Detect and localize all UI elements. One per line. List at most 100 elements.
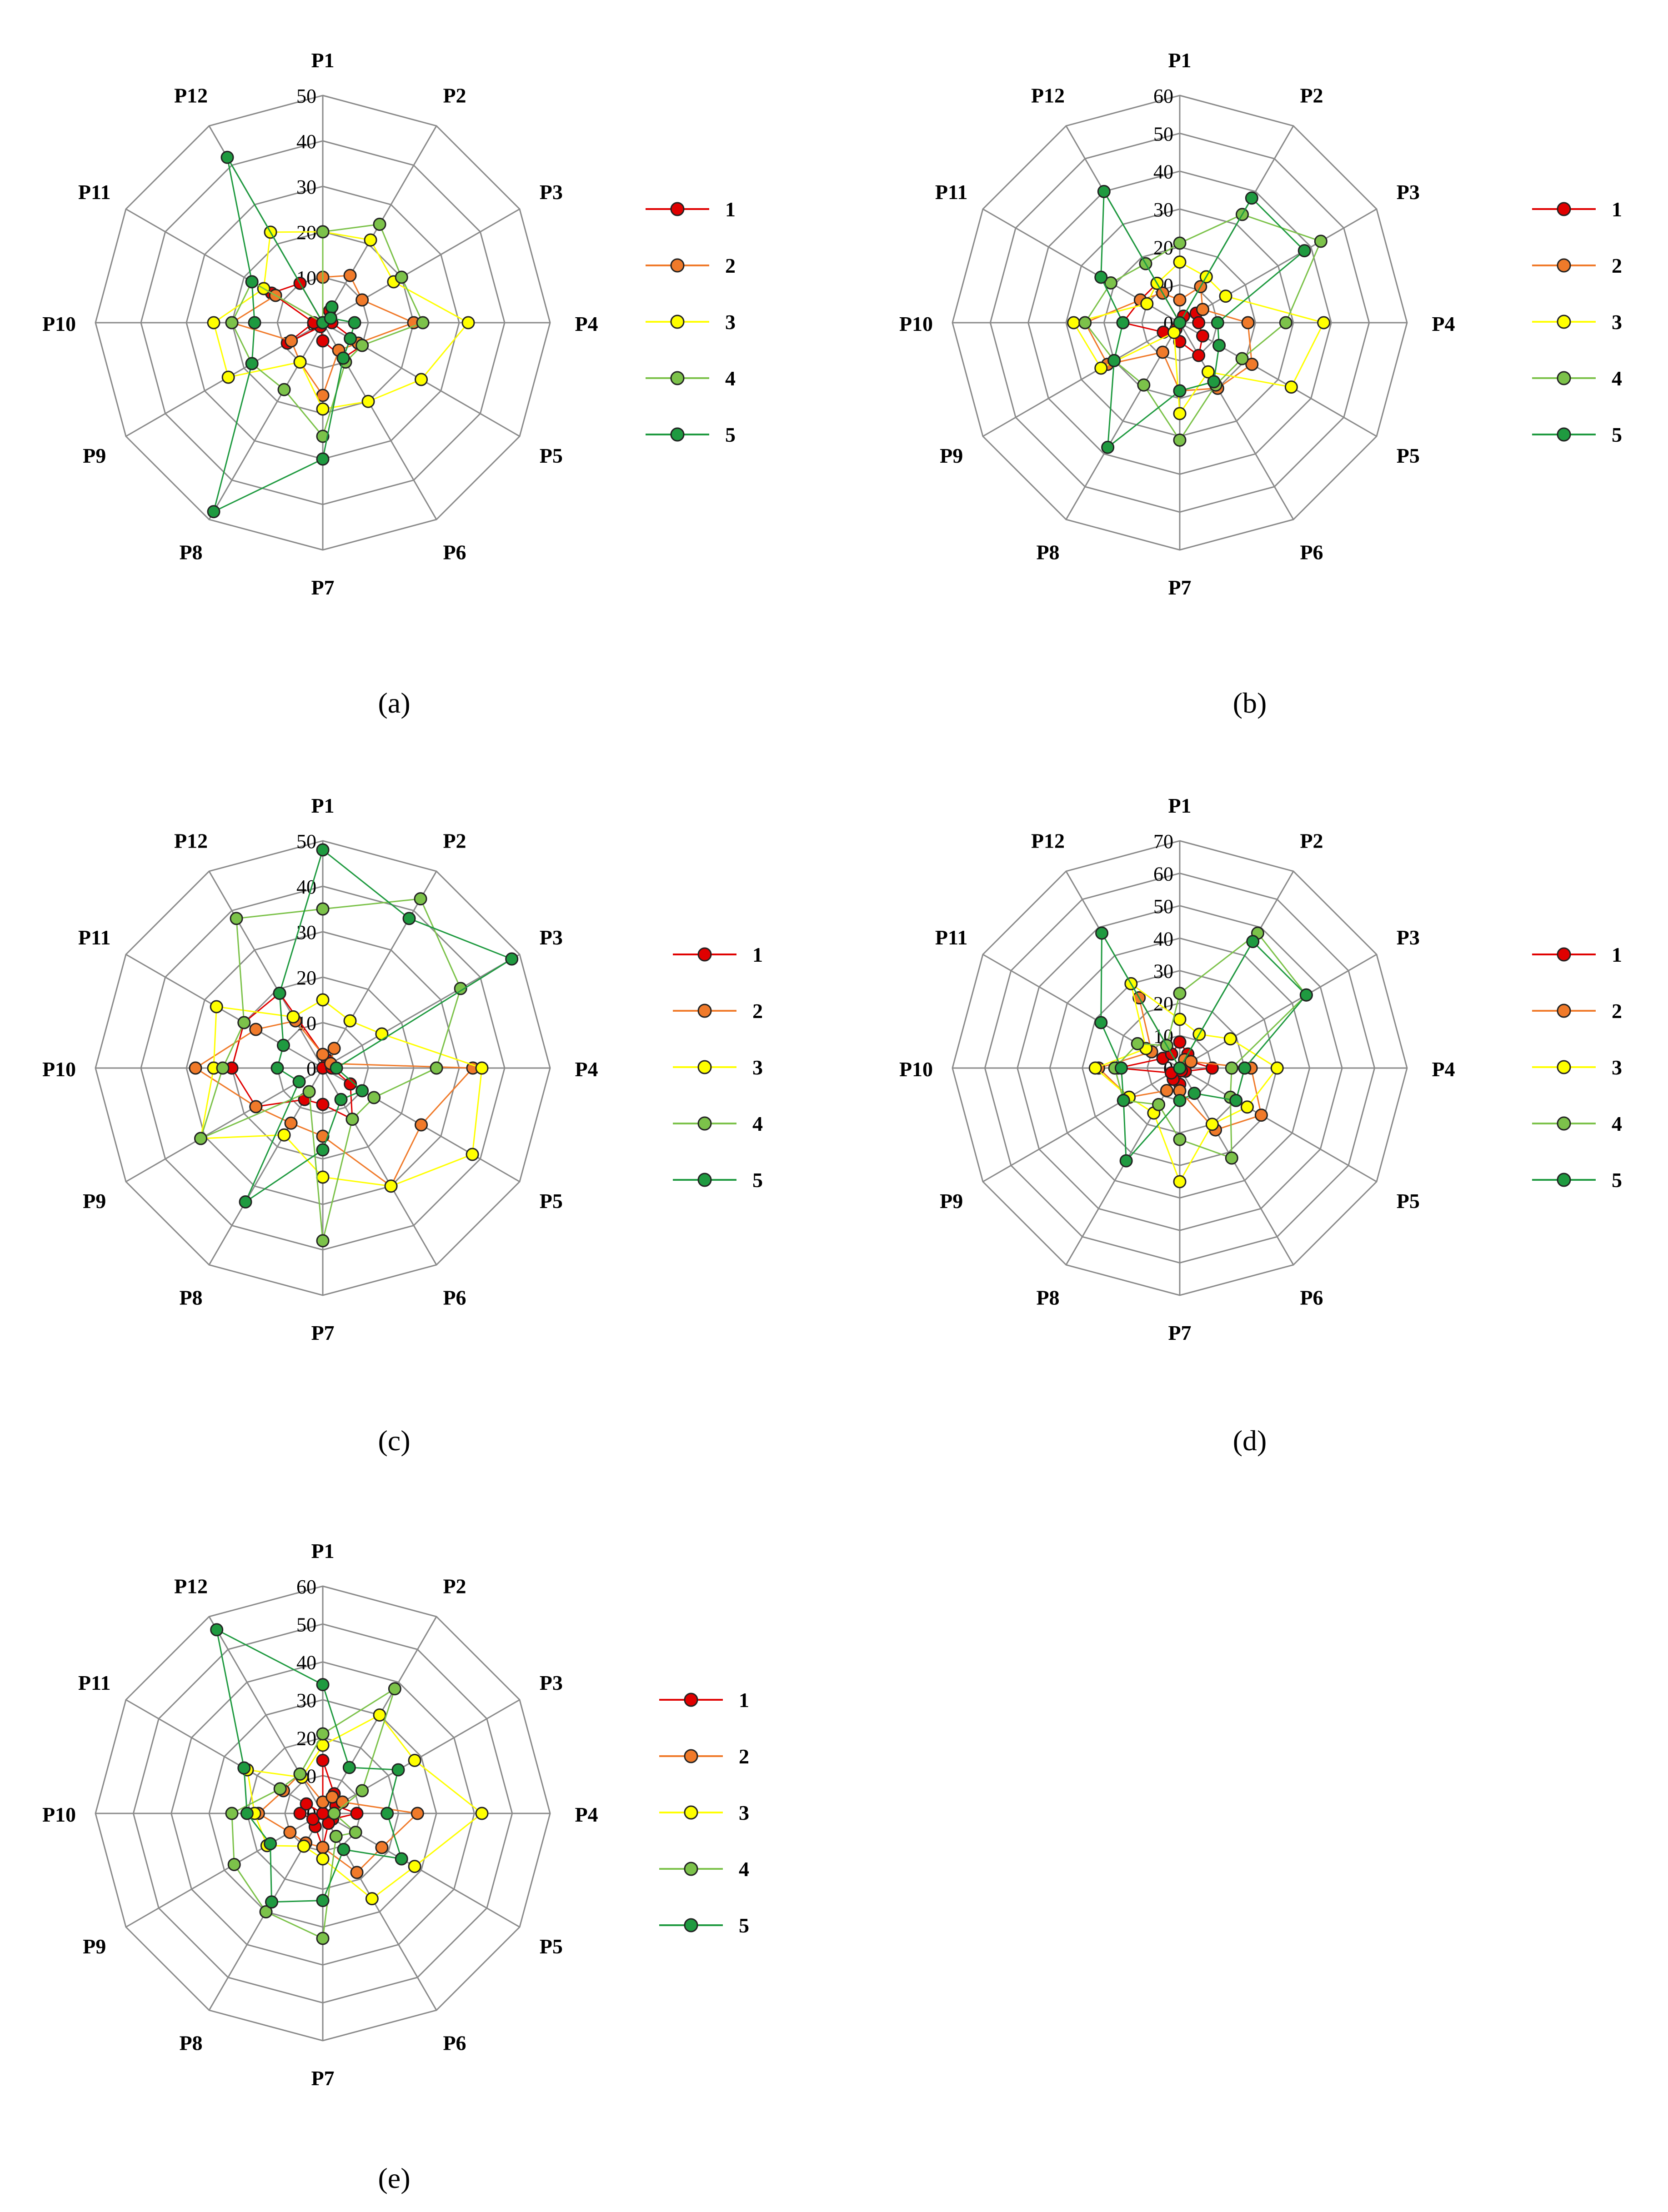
legend-label-2: 2 [752,999,763,1023]
legend-marker-5 [1557,427,1571,442]
series-1-point-p5 [1196,329,1210,343]
series-5-point-p6 [1207,375,1221,389]
legend-marker-4 [684,1862,698,1876]
series-2-point-p8 [284,1116,298,1130]
legend-marker-1 [670,202,685,216]
grid-spoke [1179,954,1377,1069]
series-4-point-p6 [329,1830,343,1843]
series-4-point-p10 [1078,316,1092,330]
axis-label-p6: P6 [1300,1286,1323,1309]
series-4-point-p8 [1152,1098,1166,1111]
series-5-point-p10 [1116,316,1130,330]
series-3-point-p7 [1173,1175,1187,1188]
series-5-point-p11 [276,1039,290,1052]
axis-label-p9: P9 [83,1935,106,1958]
series-3-point-p5 [1284,380,1298,394]
series-5-point-p10 [240,1807,254,1820]
axis-label-p11: P11 [78,926,111,949]
tick-label: 30 [296,1689,316,1712]
panel-label-d: (d) [1232,1424,1267,1457]
grid-spoke [1179,1067,1377,1183]
axis-label-p3: P3 [540,926,563,949]
series-4-point-p6 [346,1113,359,1126]
series-2-point-p2 [343,269,357,282]
series-4-point-p1 [316,225,330,239]
series-5-point-p11 [237,1761,251,1775]
panel-label-b: (b) [1232,687,1267,719]
series-3-point-p5 [1240,1100,1254,1114]
grid-spoke [322,954,520,1069]
legend-label-2: 2 [739,1745,749,1768]
tick-label: 50 [1153,895,1173,918]
series-4-point-p7 [1173,1133,1187,1146]
series-4-point-p1 [1173,236,1187,250]
grid-spoke [322,1699,520,1814]
axis-label-p1: P1 [1168,794,1191,817]
axis-label-p10: P10 [42,1803,76,1826]
series-4-point-p8 [277,383,291,396]
series-5-point-p9 [245,357,259,370]
axis-label-p2: P2 [1300,84,1323,107]
legend-label-5: 5 [1612,423,1622,446]
legend-label-4: 4 [725,367,736,390]
axis-label-p9: P9 [940,1189,963,1213]
legend-label-2: 2 [1612,254,1622,277]
series-5-point-p4 [1238,1061,1252,1075]
series-3-point-p10 [207,316,220,330]
series-4-point-p7 [316,429,330,443]
legend-marker-2 [684,1749,698,1763]
series-5-point-p8 [265,1895,278,1909]
grid-spoke [322,208,520,324]
series-1-point-p4 [1205,1061,1219,1075]
grid-spoke [125,1067,323,1183]
legend-label-4: 4 [1612,1112,1622,1135]
legend-label-3: 3 [1612,1056,1622,1079]
tick-label: 40 [296,130,316,153]
series-5-point-p2 [1246,935,1260,949]
tick-label: 40 [296,876,316,898]
legend-marker-4 [697,1116,712,1131]
series-2-point-p5 [415,1118,428,1132]
axis-label-p6: P6 [443,2031,466,2054]
legend-marker-3 [1557,315,1571,329]
legend-marker-4 [1557,1116,1571,1131]
series-5-point-p5 [1212,339,1226,352]
series-4-point-p12 [230,912,243,925]
legend-label-4: 4 [739,1857,749,1881]
axis-label-p8: P8 [1036,540,1059,564]
series-1-point-p4 [1192,316,1206,330]
legend-marker-3 [684,1805,698,1820]
series-5-point-p8 [207,505,220,519]
series-3-point-p1 [316,993,330,1007]
series-3-point-p5 [408,1860,421,1873]
axis-label-p8: P8 [179,540,202,564]
axis-label-p1: P1 [311,49,334,72]
axis-label-p3: P3 [1397,926,1420,949]
tick-label: 30 [296,921,316,944]
series-5-point-p5 [356,1084,369,1098]
series-3-point-p2 [373,1708,386,1722]
series-5-point-p6 [334,1093,348,1106]
series-2-point-p10 [189,1061,202,1075]
series-1-point-p11 [300,1797,313,1811]
legend-marker-1 [1557,947,1571,962]
axis-label-p6: P6 [443,540,466,564]
series-5-point-p1 [316,1678,330,1692]
tick-label: 60 [1153,85,1173,107]
series-1-point-p1 [1173,1035,1187,1049]
legend-label-5: 5 [725,423,736,446]
axis-label-p1: P1 [311,794,334,817]
series-5-point-p7 [1173,384,1187,398]
axis-label-p7: P7 [1168,576,1191,599]
series-4-point-p7 [316,1932,330,1945]
series-4-point-p8 [302,1085,316,1099]
axis-label-p12: P12 [1031,829,1065,853]
series-4-point-p4 [1225,1061,1238,1075]
series-3-point-p9 [1094,361,1108,375]
series-5-point-p2 [325,300,339,314]
series-5-point-p12 [273,986,286,1000]
legend-marker-4 [1557,371,1571,385]
tick-label: 60 [1153,863,1173,885]
axis-label-p12: P12 [174,84,208,107]
series-5-point-p1 [1173,1061,1187,1075]
